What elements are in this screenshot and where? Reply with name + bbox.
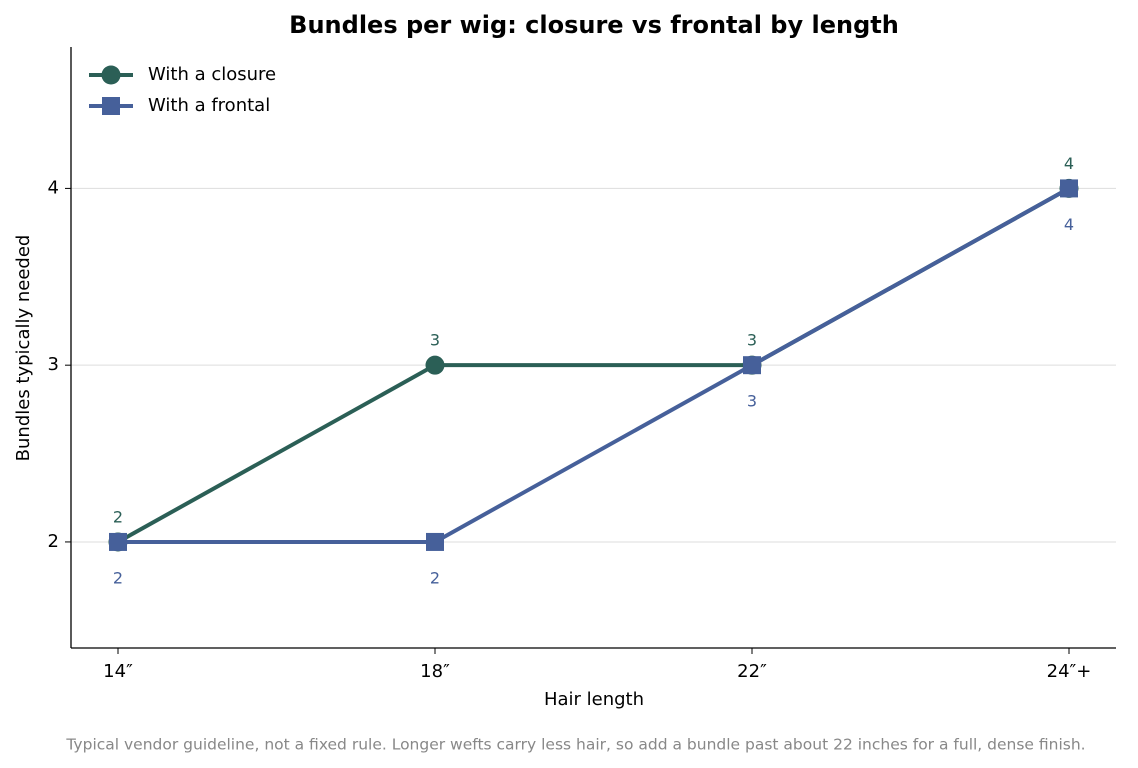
marker	[743, 356, 761, 375]
chart-title: Bundles per wig: closure vs frontal by l…	[289, 11, 899, 39]
data-label: 4	[1064, 215, 1074, 234]
marker	[426, 532, 444, 551]
x-tick-label: 22″	[737, 661, 767, 682]
marker	[1060, 179, 1078, 198]
marker	[102, 97, 120, 115]
data-label: 2	[113, 568, 123, 587]
marker	[101, 65, 121, 85]
x-tick-label: 18″	[420, 661, 450, 682]
marker	[425, 355, 445, 375]
data-label: 3	[747, 331, 757, 350]
legend-label: With a closure	[148, 64, 276, 85]
series-line	[118, 186, 1070, 544]
data-label: 4	[1064, 154, 1074, 173]
y-tick-label: 4	[48, 177, 59, 198]
legend-label: With a frontal	[148, 95, 270, 116]
footnote: Typical vendor guideline, not a fixed ru…	[65, 736, 1085, 754]
data-label: 3	[747, 392, 757, 411]
y-tick-label: 2	[48, 531, 59, 552]
x-axis-label: Hair length	[544, 689, 644, 710]
y-tick-label: 3	[48, 354, 59, 375]
data-label: 3	[430, 331, 440, 350]
marker	[109, 532, 127, 551]
x-tick-label: 24″+	[1047, 661, 1092, 682]
data-label: 2	[430, 568, 440, 587]
data-label: 2	[113, 507, 123, 526]
x-tick-label: 14″	[103, 661, 133, 682]
y-axis-label: Bundles typically needed	[13, 235, 34, 462]
